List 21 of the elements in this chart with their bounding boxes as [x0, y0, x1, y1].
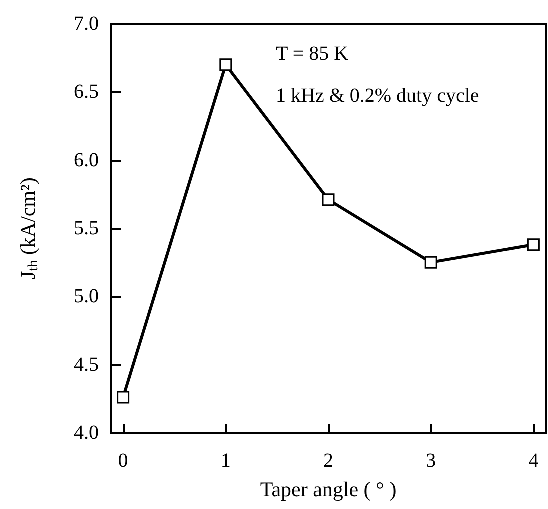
point	[117, 391, 130, 404]
y-tick-label: 6.5	[74, 81, 99, 104]
y-tick-label: 6.0	[74, 149, 99, 172]
x-tick-label: 4	[528, 450, 539, 472]
point	[322, 194, 335, 206]
x-tick-label: 3	[426, 450, 436, 472]
point	[527, 238, 540, 252]
point	[220, 58, 232, 72]
point	[424, 256, 438, 269]
annotation: 1 kHz & 0.2% duty cycle	[276, 85, 480, 107]
y-tick-label: 5.0	[74, 286, 99, 308]
annotation: T = 85 K	[276, 43, 350, 65]
x-tick-label: 2	[324, 450, 334, 472]
y-axis-title: Jth (kA/cm²)	[16, 178, 42, 280]
y-tick-label: 5.5	[74, 218, 99, 240]
y-tick-label: 7.0	[74, 13, 99, 35]
x-tick-label: 0	[118, 450, 128, 472]
y-tick-label: 4.5	[74, 354, 99, 376]
x-axis-title: Taper angle ( ° )	[260, 478, 397, 502]
x-tick-label: 1	[220, 450, 231, 472]
y-tick-label: 4.0	[74, 422, 99, 444]
